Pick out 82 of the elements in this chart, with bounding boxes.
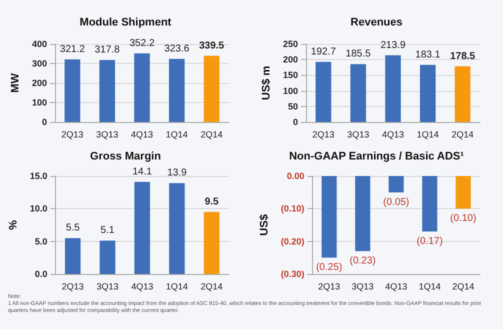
x-tick-label: 3Q13 — [347, 130, 370, 140]
y-tick-label: 0.00 — [286, 171, 304, 181]
x-tick-label: 4Q13 — [385, 282, 408, 292]
x-tick-label: 3Q13 — [352, 282, 374, 292]
bar — [134, 182, 150, 274]
bar — [134, 53, 150, 122]
y-tick-label: (0.10) — [280, 204, 304, 214]
x-tick-label: 4Q13 — [131, 282, 154, 292]
data-label: 9.5 — [204, 196, 220, 208]
data-label: 183.1 — [415, 49, 441, 60]
bar — [99, 60, 116, 122]
bar — [454, 66, 470, 122]
data-label: 5.1 — [100, 225, 115, 236]
y-axis-title: US$ m — [260, 66, 273, 100]
data-label: (0.25) — [316, 262, 342, 274]
y-tick-label: 400 — [32, 39, 47, 49]
data-label: 213.9 — [380, 40, 406, 51]
data-label: 13.9 — [167, 168, 188, 179]
data-label: 339.5 — [199, 40, 225, 52]
y-tick-label: 15.0 — [30, 171, 48, 181]
data-label: 323.6 — [164, 43, 190, 54]
bar — [204, 212, 220, 274]
bar — [64, 238, 81, 274]
data-label: 192.7 — [310, 46, 336, 58]
x-tick-label: 1Q14 — [418, 282, 441, 292]
data-label: 14.1 — [132, 166, 152, 178]
y-tick-label: 5.0 — [34, 236, 48, 246]
x-tick-label: 2Q14 — [200, 282, 223, 292]
chart-title: Non-GAAP Earnings / Basic ADS¹ — [289, 150, 464, 162]
bar — [169, 183, 185, 274]
data-label: (0.17) — [416, 236, 443, 248]
x-tick-label: 1Q14 — [166, 282, 188, 292]
y-tick-label: 300 — [32, 58, 47, 68]
y-tick-label: 250 — [282, 39, 298, 49]
y-tick-label: 100 — [32, 98, 47, 108]
y-tick-label: (0.30) — [280, 269, 304, 279]
x-tick-label: 4Q13 — [382, 130, 404, 140]
x-tick-label: 2Q14 — [200, 130, 223, 140]
x-tick-label: 3Q13 — [96, 282, 119, 292]
data-label: 178.5 — [450, 50, 476, 62]
chart-title: Module Shipment — [80, 16, 172, 28]
x-tick-label: 3Q13 — [96, 130, 118, 140]
x-tick-label: 4Q13 — [130, 130, 154, 140]
y-tick-label: 100 — [282, 86, 298, 96]
bar — [385, 55, 401, 122]
bar — [168, 58, 185, 122]
data-label: (0.05) — [383, 196, 410, 208]
x-tick-label: 2Q13 — [61, 130, 84, 140]
y-axis-title: % — [8, 220, 20, 230]
x-tick-label: 1Q14 — [166, 130, 188, 140]
y-tick-label: 200 — [282, 54, 298, 65]
data-label: 317.8 — [94, 44, 120, 56]
x-tick-label: 2Q13 — [312, 130, 334, 140]
x-tick-label: 2Q14 — [452, 282, 474, 292]
data-label: 185.5 — [346, 48, 372, 60]
x-tick-label: 2Q13 — [62, 282, 84, 292]
x-tick-label: 2Q14 — [452, 130, 474, 140]
x-tick-label: 2Q13 — [318, 282, 340, 292]
data-label: 352.2 — [129, 38, 155, 49]
x-tick-label: 1Q14 — [416, 130, 439, 140]
chart-title: Gross Margin — [90, 150, 162, 162]
data-label: 5.5 — [66, 222, 80, 234]
chart-title: Revenues — [350, 16, 402, 28]
bar — [100, 240, 116, 274]
data-label: (0.23) — [350, 256, 376, 267]
y-tick-label: 0 — [292, 117, 298, 127]
data-label: 321.2 — [60, 44, 86, 55]
bar — [64, 59, 80, 122]
bar — [316, 62, 332, 122]
y-tick-label: 0.0 — [34, 269, 48, 279]
y-tick-label: (0.20) — [280, 236, 304, 246]
y-axis-title: US$ — [258, 214, 270, 236]
bar — [204, 56, 220, 122]
y-axis-title: MW — [10, 72, 22, 93]
bar — [350, 64, 366, 122]
y-tick-label: 0 — [42, 117, 47, 127]
y-tick-label: 50 — [288, 101, 298, 112]
bar — [420, 64, 436, 122]
y-tick-label: 10.0 — [30, 204, 48, 214]
y-tick-label: 200 — [32, 78, 47, 88]
data-label: (0.10) — [450, 213, 476, 224]
y-tick-label: 150 — [282, 70, 298, 80]
